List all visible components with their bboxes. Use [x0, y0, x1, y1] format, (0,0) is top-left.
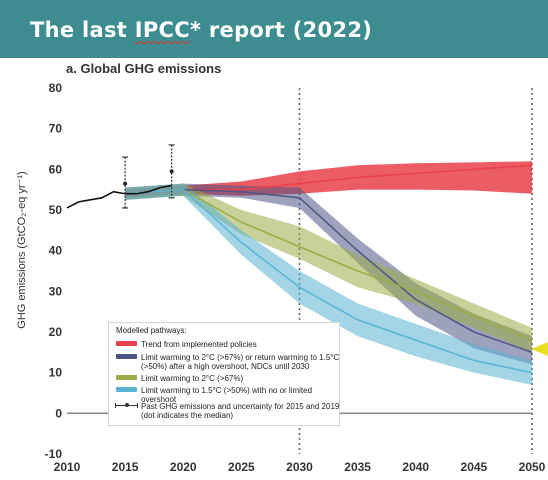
legend-label: Limit warming to 2°C (>67%) or return wa… — [141, 353, 340, 371]
legend: Modelled pathways: Trend from implemente… — [108, 322, 340, 426]
y-tick-label: 80 — [49, 81, 63, 95]
median-line-series-3 — [125, 188, 533, 374]
x-axis: 2010 2015 2020 2025 2030 2035 2040 2045 2050 — [54, 460, 546, 474]
historical-line — [66, 184, 172, 209]
band-series-1 — [125, 183, 532, 365]
title-banner: The last IPCC* report (2022) — [0, 0, 548, 58]
slide-title: The last IPCC* report (2022) — [30, 18, 372, 42]
legend-swatch — [116, 341, 137, 346]
pointer-arrow-icon — [531, 342, 548, 356]
x-tick-label: 2010 — [54, 460, 81, 474]
y-tick-label: 40 — [49, 244, 63, 258]
legend-swatch — [116, 375, 137, 380]
x-tick-label: 2040 — [402, 460, 429, 474]
y-axis: -10 0 10 20 30 40 50 60 70 80 — [45, 81, 63, 461]
legend-swatch — [116, 387, 137, 392]
y-tick-label: 0 — [55, 406, 62, 420]
x-tick-label: 2035 — [344, 460, 371, 474]
title-part: * report (2022) — [189, 18, 373, 42]
median-line-series-2 — [125, 188, 533, 341]
legend-label: Limit warming to 1.5°C (>50%) with no or… — [141, 386, 313, 404]
band-series-2 — [125, 183, 532, 353]
chart-title: a. Global GHG emissions — [66, 61, 222, 76]
x-tick-label: 2020 — [170, 460, 197, 474]
y-tick-label: 50 — [49, 203, 63, 217]
y-tick-label: 30 — [49, 284, 63, 298]
pathway-lines — [125, 164, 533, 374]
historical-series — [66, 144, 175, 209]
y-tick-label: -10 — [45, 447, 63, 461]
y-tick-label: 20 — [49, 325, 63, 339]
x-tick-label: 2025 — [228, 460, 255, 474]
legend-title: Modelled pathways: — [116, 326, 187, 335]
title-spellcheck-word: IPCC — [134, 18, 190, 42]
x-tick-label: 2045 — [461, 460, 488, 474]
legend-label: Trend from implemented policies — [141, 340, 257, 349]
median-dot-icon — [125, 403, 129, 407]
x-tick-label: 2015 — [112, 460, 139, 474]
band-series-3 — [125, 183, 532, 385]
uncertainty-median-2019 — [169, 169, 174, 174]
y-tick-label: 10 — [49, 366, 63, 380]
y-axis-label: GHG emissions (GtCO₂-eq yr⁻¹) — [16, 171, 28, 328]
y-tick-label: 70 — [49, 122, 63, 136]
legend-label: Limit warming to 2°C (>67%) — [141, 374, 244, 383]
median-line-series-1 — [125, 188, 533, 354]
legend-label: Past GHG emissions and uncertainty for 2… — [141, 402, 340, 420]
x-tick-label: 2050 — [519, 460, 546, 474]
pathway-bands — [125, 161, 532, 385]
title-part: The last — [30, 18, 135, 42]
y-tick-label: 60 — [49, 162, 63, 176]
legend-swatch — [116, 354, 137, 359]
x-tick-label: 2030 — [286, 460, 313, 474]
uncertainty-median-2015 — [123, 181, 128, 186]
